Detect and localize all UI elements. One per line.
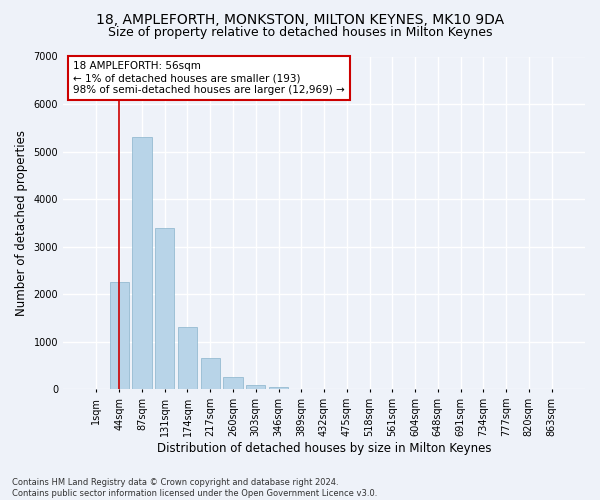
Text: 18 AMPLEFORTH: 56sqm
← 1% of detached houses are smaller (193)
98% of semi-detac: 18 AMPLEFORTH: 56sqm ← 1% of detached ho… [73, 62, 345, 94]
Bar [132, 138, 152, 390]
Text: Size of property relative to detached houses in Milton Keynes: Size of property relative to detached ho… [108, 26, 492, 39]
Bar [269, 387, 288, 390]
Bar [155, 228, 175, 390]
Y-axis label: Number of detached properties: Number of detached properties [15, 130, 28, 316]
Bar [200, 358, 220, 390]
Text: 18, AMPLEFORTH, MONKSTON, MILTON KEYNES, MK10 9DA: 18, AMPLEFORTH, MONKSTON, MILTON KEYNES,… [96, 12, 504, 26]
Bar [246, 384, 265, 390]
X-axis label: Distribution of detached houses by size in Milton Keynes: Distribution of detached houses by size … [157, 442, 491, 455]
Bar [178, 328, 197, 390]
Text: Contains HM Land Registry data © Crown copyright and database right 2024.
Contai: Contains HM Land Registry data © Crown c… [12, 478, 377, 498]
Bar [223, 378, 242, 390]
Bar [110, 282, 129, 390]
